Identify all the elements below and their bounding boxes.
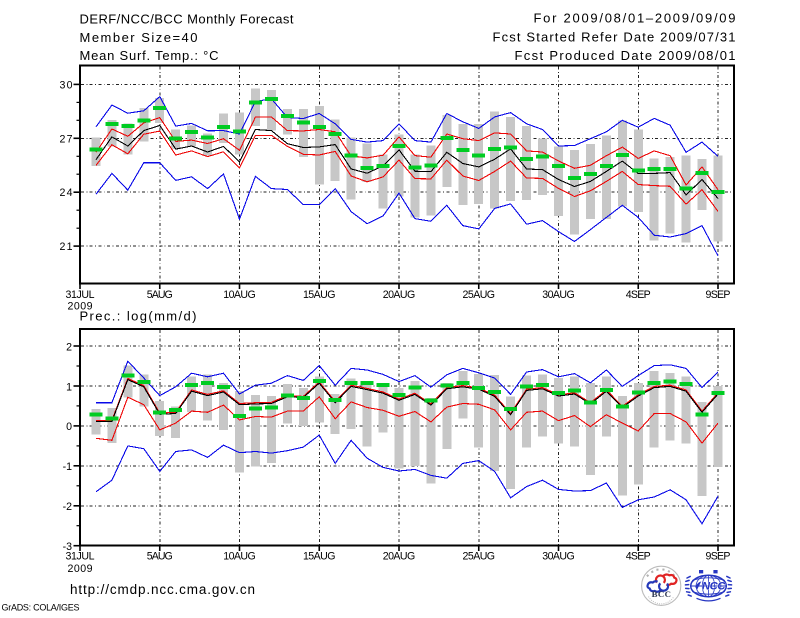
svg-text:30AUG: 30AUG <box>542 289 575 301</box>
svg-text:15AUG: 15AUG <box>303 551 336 563</box>
svg-text:30AUG: 30AUG <box>542 551 575 563</box>
svg-text:Member Size=40: Member Size=40 <box>80 30 198 45</box>
svg-text:Fcst Produced Date 2009/08/01: Fcst Produced Date 2009/08/01 <box>515 48 736 63</box>
svg-text:9SEP: 9SEP <box>706 289 731 301</box>
svg-text:GrADS: COLA/IGES: GrADS: COLA/IGES <box>2 603 80 613</box>
svg-text:4SEP: 4SEP <box>626 551 651 563</box>
svg-text:DERF/NCC/BCC Monthly Forecast: DERF/NCC/BCC Monthly Forecast <box>80 12 294 27</box>
svg-text:http://cmdp.ncc.cma.gov.cn: http://cmdp.ncc.cma.gov.cn <box>70 582 255 597</box>
svg-text:-2: -2 <box>63 501 73 513</box>
svg-text:20AUG: 20AUG <box>383 551 416 563</box>
svg-text:10AUG: 10AUG <box>223 551 256 563</box>
svg-text:25AUG: 25AUG <box>463 551 496 563</box>
svg-text:25AUG: 25AUG <box>463 289 496 301</box>
svg-text:31JUL: 31JUL <box>66 289 95 301</box>
svg-text:5AUG: 5AUG <box>147 551 173 563</box>
svg-text:4SEP: 4SEP <box>626 289 651 301</box>
svg-text:Prec.: log(mm/d): Prec.: log(mm/d) <box>80 309 197 324</box>
svg-text:9SEP: 9SEP <box>706 551 731 563</box>
svg-text:27: 27 <box>60 133 73 145</box>
svg-text:-1: -1 <box>63 461 73 473</box>
svg-text:2: 2 <box>66 341 72 353</box>
svg-text:Mean Surf. Temp.: °C: Mean Surf. Temp.: °C <box>80 48 219 63</box>
svg-text:NCC: NCC <box>702 581 726 593</box>
svg-text:31JUL: 31JUL <box>66 551 95 563</box>
svg-text:10AUG: 10AUG <box>223 289 256 301</box>
svg-text:BCC: BCC <box>652 589 672 599</box>
svg-text:24: 24 <box>60 187 73 199</box>
svg-text:2009: 2009 <box>68 563 93 575</box>
svg-text:0: 0 <box>66 421 72 433</box>
svg-text:Fcst Started Refer Date 2009/0: Fcst Started Refer Date 2009/07/31 <box>493 30 736 45</box>
svg-text:5AUG: 5AUG <box>147 289 173 301</box>
svg-text:20AUG: 20AUG <box>383 289 416 301</box>
svg-text:15AUG: 15AUG <box>303 289 336 301</box>
svg-text:21: 21 <box>60 241 73 253</box>
svg-text:1: 1 <box>66 381 72 393</box>
svg-text:30: 30 <box>60 79 73 91</box>
svg-text:For 2009/08/01–2009/09/09: For 2009/08/01–2009/09/09 <box>534 11 736 26</box>
svg-text:-3: -3 <box>63 541 73 553</box>
svg-text:2009: 2009 <box>68 301 93 313</box>
